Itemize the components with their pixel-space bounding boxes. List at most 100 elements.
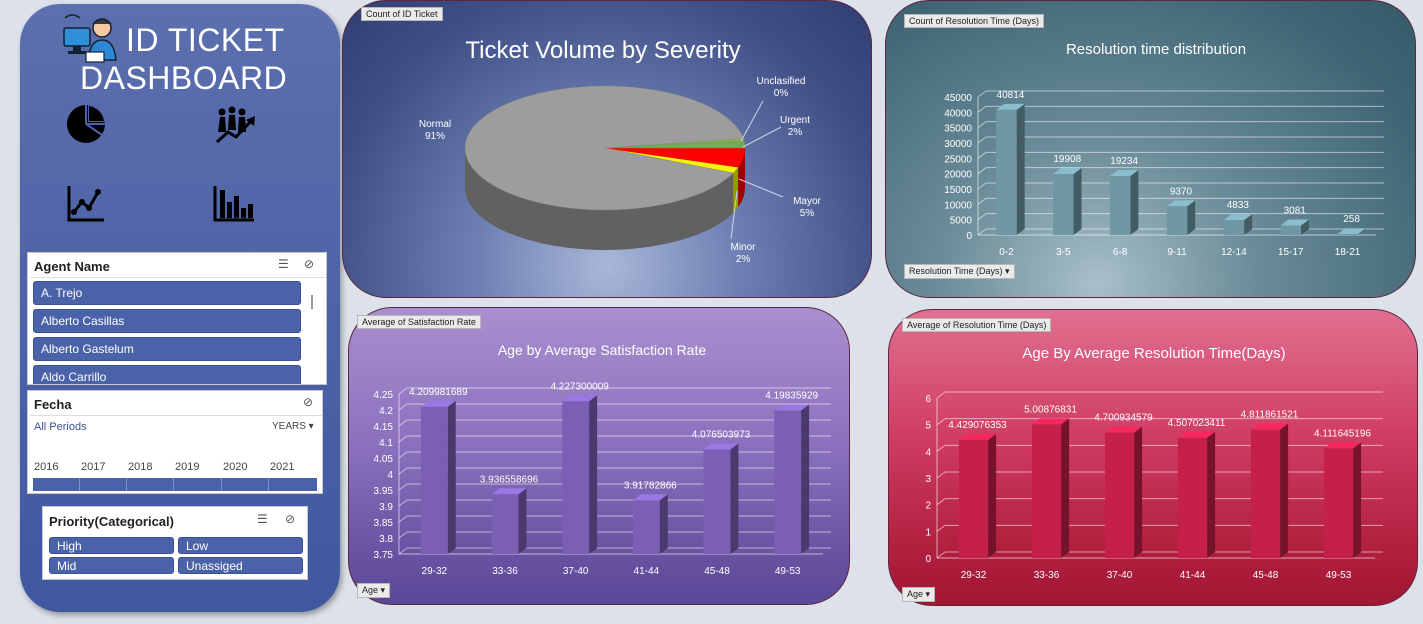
gridline-depth (936, 471, 946, 479)
bar-front (774, 410, 802, 554)
gridline-depth (977, 121, 987, 129)
data-label: 4.429076353 (948, 420, 1007, 431)
y-tick-label: 4 (387, 470, 393, 481)
bar-side (1061, 418, 1070, 558)
agent-item[interactable]: A. Trejo (33, 281, 301, 305)
age-axis-button[interactable]: Age ▾ (902, 587, 936, 602)
y-tick-label: 4.25 (374, 390, 394, 401)
x-tick-label: 3-5 (1056, 247, 1071, 258)
bar (1323, 442, 1362, 558)
count-resolution-field-button[interactable]: Count of Resolution Time (Days) (904, 14, 1045, 28)
x-tick-label: 49-53 (775, 566, 801, 577)
data-label: 258 (1343, 214, 1360, 225)
data-label: 4.507023411 (1168, 418, 1226, 429)
bar-side (1073, 167, 1082, 235)
bar-front (562, 401, 590, 554)
gridline-depth (977, 136, 987, 144)
gridline-depth (977, 90, 987, 98)
multi-select-icon[interactable]: ☰ (257, 512, 268, 526)
y-tick-label: 30000 (944, 139, 972, 150)
age-axis-button[interactable]: Age ▾ (357, 583, 391, 598)
bar-front (491, 494, 519, 554)
bar (1053, 167, 1082, 235)
bar (774, 404, 810, 554)
chart-title: Age by Average Satisfaction Rate (498, 342, 707, 358)
year-label: 2019 (175, 461, 200, 473)
priority-slicer: Priority(Categorical) ☰ ⊘ High Low Mid U… (42, 506, 308, 580)
pie-label-value: 91% (425, 131, 445, 142)
avg-resolution-field-button[interactable]: Average of Resolution Time (Days) (902, 318, 1052, 332)
bar (1223, 214, 1253, 235)
dashboard-title-line1: ID TICKET (126, 22, 285, 58)
gridline-depth (977, 197, 987, 205)
y-tick-label: 15000 (944, 185, 972, 196)
pie-slice-normal (464, 85, 744, 211)
satisfaction-chart-panel: Age by Average Satisfaction Rate 3.75 3.8 3… (348, 307, 850, 605)
gridline-depth (398, 403, 408, 411)
y-tick-label: 4 (925, 447, 931, 458)
x-tick-label: 29-32 (422, 566, 448, 577)
agent-item[interactable]: Aldo Carrillo (33, 365, 301, 384)
bar-top (1053, 167, 1082, 174)
multi-select-icon[interactable]: ☰ (278, 257, 289, 271)
bar-front (1337, 234, 1358, 235)
priority-item-unassigned[interactable]: Unassiged (178, 557, 303, 574)
clear-filter-icon[interactable]: ⊘ (303, 395, 314, 409)
bar-front (1223, 220, 1245, 235)
pie-chart-icon[interactable] (64, 102, 108, 146)
bar-side (801, 404, 810, 554)
clear-filter-icon[interactable]: ⊘ (285, 512, 296, 526)
bar (420, 400, 456, 554)
bar (1250, 423, 1289, 558)
growth-team-icon[interactable] (214, 102, 258, 146)
data-label: 4.227300009 (550, 381, 609, 392)
fecha-slicer-title: Fecha (34, 397, 72, 412)
x-tick-label: 29-32 (961, 570, 987, 581)
bar (1177, 431, 1216, 558)
resolution-distribution-panel: Resolution time distribution 0 5000 10000 15… (885, 0, 1416, 298)
y-tick-label: 3.8 (379, 534, 393, 545)
slicer-scrollbar[interactable] (311, 295, 313, 309)
priority-item-mid[interactable]: Mid (49, 557, 174, 574)
y-tick-label: 0 (925, 554, 931, 565)
bar (1166, 200, 1196, 235)
y-tick-label: 1 (925, 527, 931, 538)
bar (1104, 426, 1143, 558)
x-tick-label: 49-53 (1326, 570, 1352, 581)
bar-chart-icon[interactable] (212, 182, 256, 226)
x-tick-label: 45-48 (704, 566, 730, 577)
gridline-depth (977, 167, 987, 175)
y-tick-label: 45000 (944, 93, 972, 104)
gridline-depth (977, 151, 987, 159)
bar (703, 443, 739, 554)
period-unit-dropdown[interactable]: YEARS ▾ (272, 421, 314, 432)
pie-slice-side (738, 148, 745, 208)
priority-item-high[interactable]: High (49, 537, 174, 554)
clear-filter-icon[interactable]: ⊘ (304, 257, 315, 271)
count-id-ticket-field-button[interactable]: Count of ID Ticket (361, 7, 443, 21)
agent-item[interactable]: Alberto Casillas (33, 309, 301, 333)
agent-item[interactable]: Alberto Gastelum (33, 337, 301, 361)
bar-side (1280, 423, 1289, 558)
y-tick-label: 25000 (944, 154, 972, 165)
satisfaction-bar-chart: Age by Average Satisfaction Rate 3.75 3.8 3… (374, 342, 831, 577)
y-tick-label: 3.75 (374, 550, 394, 561)
chart-title: Ticket Volume by Severity (465, 37, 740, 64)
leader-line (738, 178, 784, 198)
bar-top (1250, 423, 1289, 430)
bar (1337, 228, 1366, 235)
line-chart-icon[interactable] (64, 182, 108, 226)
timeline-bar[interactable] (33, 478, 317, 491)
avg-satisfaction-field-button[interactable]: Average of Satisfaction Rate (357, 315, 481, 329)
leader-line (742, 126, 782, 148)
avg-resolution-chart-panel: Age By Average Resolution Time(Days) 0 1 2 3… (888, 309, 1418, 606)
x-tick-label: 45-48 (1253, 570, 1279, 581)
pie-label-name: Normal (419, 119, 451, 130)
pie-label-value: 5% (800, 208, 815, 219)
resolution-axis-button[interactable]: Resolution Time (Days) ▾ (904, 264, 1015, 279)
bar (491, 488, 527, 554)
bar-top (420, 400, 456, 407)
priority-item-low[interactable]: Low (178, 537, 303, 554)
fecha-timeline-slicer: Fecha ⊘ All Periods YEARS ▾ 2016 2017 20… (27, 390, 323, 494)
